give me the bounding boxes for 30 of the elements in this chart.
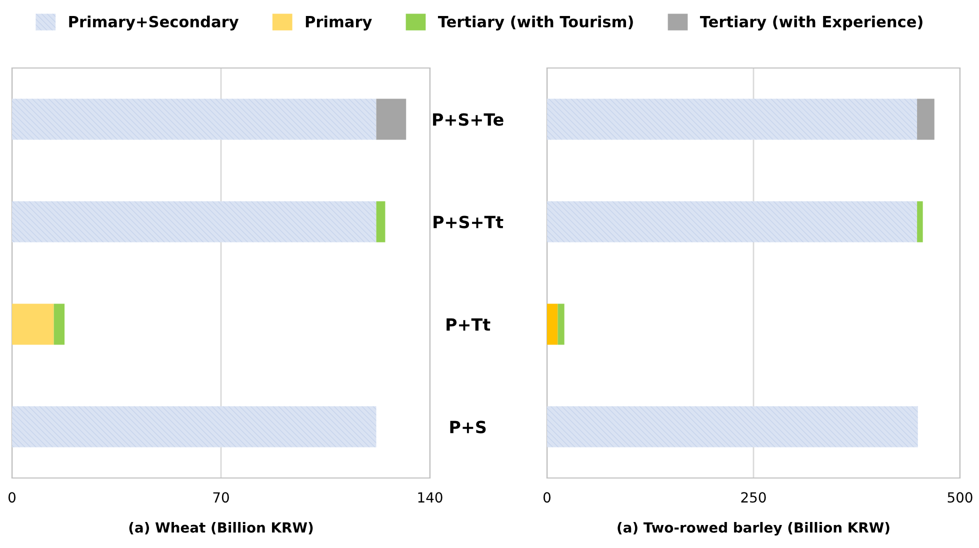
y-tick-label: P+S+Tt: [434, 216, 504, 228]
bar: [547, 304, 558, 345]
x-tick-label: 0: [8, 492, 16, 503]
y-tick-label: P+S+Te: [433, 113, 504, 126]
bar: [547, 406, 918, 448]
legend-label: Tertiary (with Tourism): [438, 16, 633, 30]
y-tick-label: P+S: [450, 420, 486, 434]
bar: [558, 304, 564, 345]
bar: [547, 201, 918, 242]
bar: [12, 201, 376, 242]
bar: [376, 201, 386, 242]
x-tick-label: 0: [543, 492, 550, 503]
x-tick-label: 500: [948, 492, 972, 503]
bar: [917, 201, 923, 242]
legend-label: Primary+Secondary: [69, 16, 239, 30]
y-tick-label: P+Tt: [446, 318, 490, 331]
bar: [547, 98, 918, 140]
x-axis-title: (a) Two-rowed barley (Billion KRW): [618, 522, 890, 536]
x-tick-label: 70: [213, 492, 229, 503]
bar: [376, 98, 406, 140]
bar: [917, 98, 934, 140]
bar: [12, 406, 376, 448]
x-tick-label: 140: [418, 492, 442, 503]
x-axis-title: (a) Wheat (Billion KRW): [129, 522, 313, 534]
bar: [54, 304, 65, 345]
legend-label: Primary: [306, 16, 372, 30]
bar: [12, 304, 54, 345]
bar: [12, 98, 376, 140]
x-tick-label: 250: [741, 492, 766, 503]
legend-label: Tertiary (with Experience): [700, 16, 922, 30]
